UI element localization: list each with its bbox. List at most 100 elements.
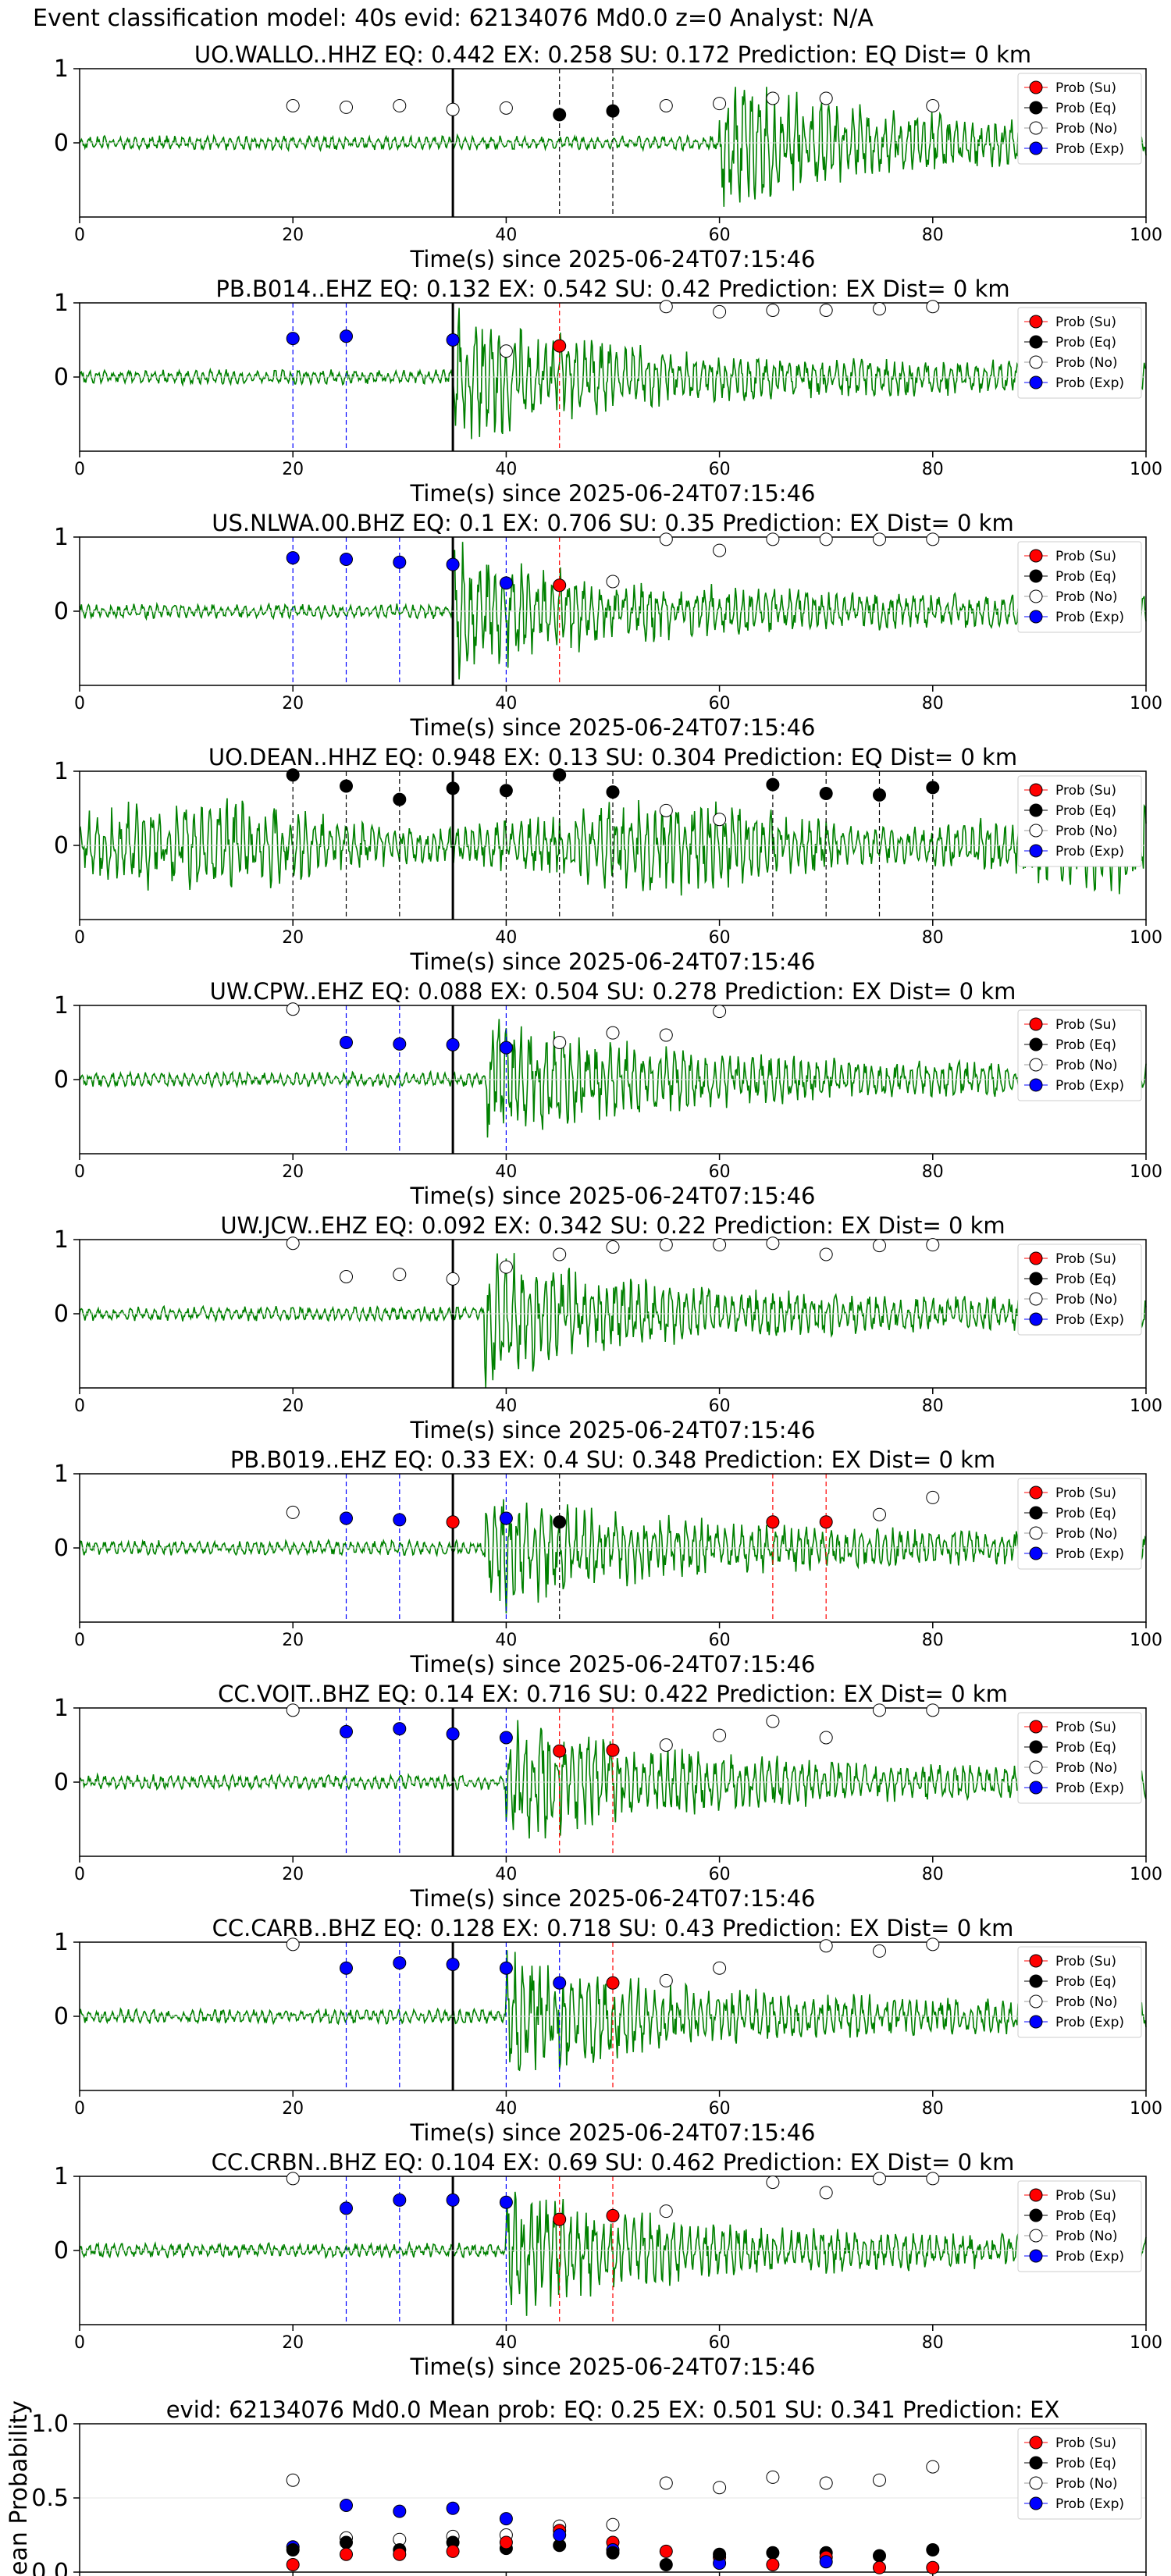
subplot-title: UW.CPW..EHZ EQ: 0.088 EX: 0.504 SU: 0.27… [210, 978, 1016, 1005]
probability-point [766, 1236, 780, 1251]
mean-probability-point [926, 2543, 940, 2556]
probability-point [446, 1037, 460, 1051]
mean-probability-point [873, 2473, 886, 2487]
probability-point [659, 1738, 673, 1752]
x-tick-label: 40 [495, 2099, 517, 2119]
probability-point [553, 108, 567, 122]
subplot-title: US.NLWA.00.BHZ EQ: 0.1 EX: 0.706 SU: 0.3… [212, 510, 1013, 536]
y-tick-label: 1 [54, 524, 69, 551]
x-tick-label: 60 [709, 226, 731, 245]
x-tick-label: 60 [709, 1162, 731, 1182]
probability-point [286, 332, 300, 346]
probability-point [606, 1240, 620, 1254]
probability-point [499, 1731, 513, 1745]
legend-marker [1029, 2456, 1043, 2470]
legend-label: Prob (Su) [1055, 1485, 1116, 1501]
legend-label: Prob (No) [1055, 2476, 1118, 2492]
legend-marker [1029, 610, 1043, 624]
y-tick-label: 0 [54, 1769, 69, 1796]
probability-point [393, 2193, 407, 2207]
legend-label: Prob (Exp) [1055, 2249, 1124, 2265]
subplot-5: UW.CPW..EHZ EQ: 0.088 EX: 0.504 SU: 0.27… [54, 978, 1162, 1209]
legend-label: Prob (Exp) [1055, 610, 1124, 625]
legend-label: Prob (No) [1055, 355, 1118, 371]
x-tick-label: 100 [1130, 1397, 1162, 1416]
subplot-6: UW.JCW..EHZ EQ: 0.092 EX: 0.342 SU: 0.22… [54, 1212, 1162, 1443]
probability-point [873, 532, 886, 546]
subplot-title: PB.B014..EHZ EQ: 0.132 EX: 0.542 SU: 0.4… [215, 276, 1009, 302]
probability-point [766, 2176, 780, 2190]
x-tick-label: 40 [495, 460, 517, 479]
probability-point [766, 532, 780, 546]
probability-point [286, 551, 300, 565]
legend-marker [1029, 1037, 1043, 1051]
x-tick-label: 20 [282, 928, 304, 948]
legend-marker [1029, 1078, 1043, 1092]
probability-point [340, 329, 353, 343]
legend-box [1017, 1478, 1142, 1570]
legend-label: Prob (No) [1055, 1292, 1118, 1308]
mean-probability-point [499, 2535, 513, 2549]
legend-label: Prob (Exp) [1055, 375, 1124, 391]
x-tick-label: 80 [922, 2099, 944, 2119]
x-tick-label: 100 [1130, 1631, 1162, 1650]
legend-label: Prob (Su) [1055, 1017, 1116, 1033]
mean-probability-point [606, 2546, 620, 2560]
legend-label: Prob (Eq) [1055, 1037, 1116, 1053]
mean-probability-point [659, 2558, 673, 2571]
legend-label: Prob (Exp) [1055, 1546, 1124, 1562]
x-tick-label: 20 [282, 694, 304, 713]
legend-marker [1029, 2015, 1043, 2029]
probability-point [873, 2172, 886, 2186]
probability-point [926, 1238, 940, 1252]
subplot-7: PB.B019..EHZ EQ: 0.33 EX: 0.4 SU: 0.348 … [54, 1446, 1162, 1678]
y-tick-label: 1 [54, 1461, 69, 1488]
mean-probability-point [873, 2560, 886, 2574]
probability-point [766, 91, 780, 105]
legend-label: Prob (Su) [1055, 1720, 1116, 1735]
x-tick-label: 60 [709, 694, 731, 713]
legend-box [1017, 1946, 1142, 2038]
probability-point [766, 777, 780, 792]
probability-point [499, 1041, 513, 1055]
y-tick-label: 0 [54, 2237, 69, 2265]
legend-marker [1029, 549, 1043, 563]
y-tick-label: 1 [54, 1929, 69, 1956]
probability-point [499, 101, 513, 115]
probability-point [553, 1744, 567, 1758]
legend-label: Prob (No) [1055, 1994, 1118, 2010]
legend-marker [1029, 1506, 1043, 1520]
probability-point [819, 1247, 833, 1261]
legend-marker [1029, 375, 1043, 390]
probability-point [926, 532, 940, 546]
legend-marker [1029, 1740, 1043, 1754]
probability-point [499, 2195, 513, 2209]
mean-probability-point [340, 2547, 353, 2561]
legend-marker [1029, 1954, 1043, 1968]
x-tick-label: 20 [282, 460, 304, 479]
mean-probability-point [926, 2460, 940, 2474]
probability-point [713, 97, 727, 111]
mean-probability-point [499, 2512, 513, 2526]
probability-point [766, 1714, 780, 1728]
x-tick-label: 100 [1130, 2099, 1162, 2119]
legend-marker [1029, 2229, 1043, 2243]
legend-label: Prob (Su) [1055, 549, 1116, 564]
probability-point [819, 91, 833, 105]
probability-point [340, 1036, 353, 1049]
probability-point [446, 102, 460, 116]
probability-point [553, 1247, 567, 1261]
y-tick-label: 1 [54, 290, 69, 317]
legend-label: Prob (No) [1055, 121, 1118, 137]
probability-point [393, 555, 407, 569]
x-axis-label: Time(s) since 2025-06-24T07:15:46 [410, 714, 816, 741]
probability-point [393, 1268, 407, 1282]
probability-point [926, 1703, 940, 1717]
probability-point [499, 1260, 513, 1274]
legend-marker [1029, 2496, 1043, 2510]
probability-point [446, 781, 460, 795]
probability-point [606, 2208, 620, 2222]
x-tick-label: 80 [922, 1865, 944, 1884]
legend-marker [1029, 783, 1043, 797]
x-tick-label: 20 [282, 2333, 304, 2353]
